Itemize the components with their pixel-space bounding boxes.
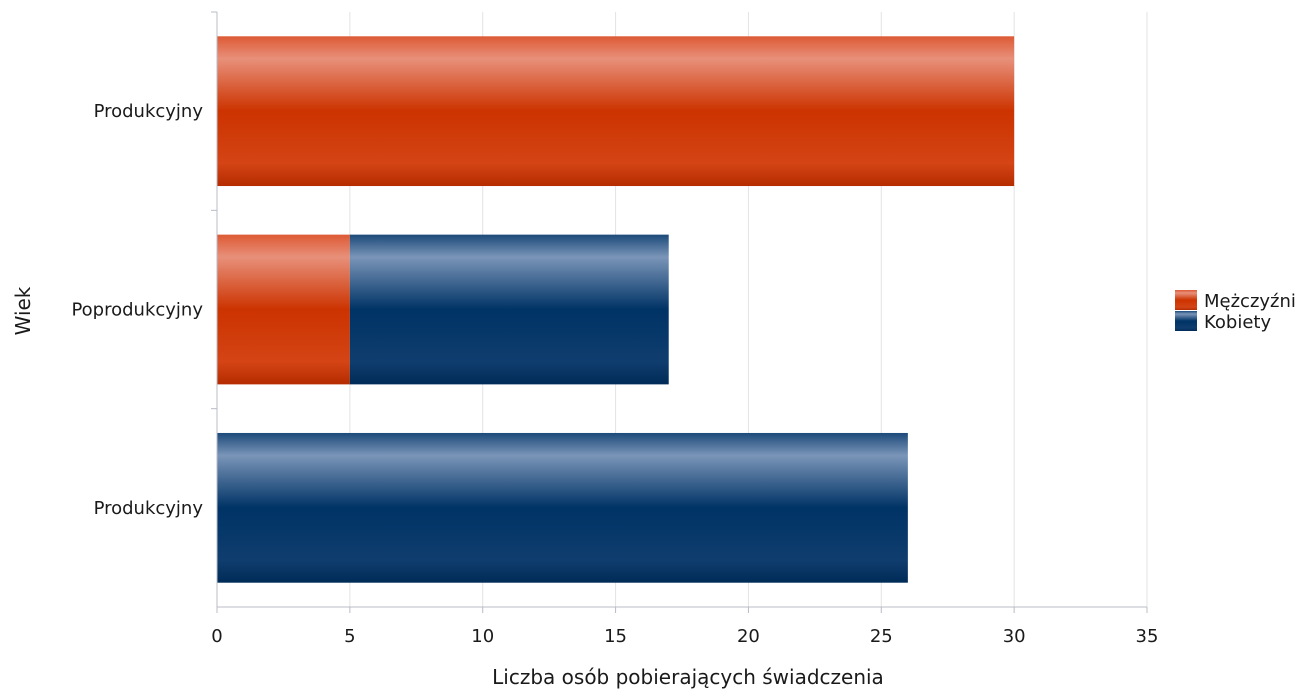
bar-kobiety [217,432,908,583]
legend-swatch [1175,311,1197,331]
legend-label: Kobiety [1204,312,1271,333]
bar-mezczyzni [217,234,350,385]
x-tick-label: 35 [1136,626,1159,647]
x-tick-label: 0 [211,626,222,647]
x-tick-label: 10 [471,626,494,647]
y-axis-title: Wiek [11,286,35,335]
axes [211,11,1148,613]
x-tick-label: 15 [604,626,627,647]
category-label: Produkcyjny [94,498,204,519]
x-tick-label: 25 [870,626,893,647]
x-tick-label: 30 [1003,626,1026,647]
bar-mezczyzni [217,36,1015,187]
labels: 0 5 10 15 20 25 30 35 Produkcyjny Poprodukcyjny Pr… [71,101,1158,647]
legend-label: Mężczyźni [1204,291,1296,312]
bar-kobiety [349,234,669,385]
x-axis-title: Liczba osób pobierających świadczenia [492,665,884,689]
bars [217,36,1015,583]
legend-swatch [1175,290,1197,310]
x-tick-label: 20 [737,626,760,647]
x-tick-label: 5 [344,626,355,647]
category-label: Produkcyjny [94,101,204,122]
category-label: Poprodukcyjny [71,300,203,321]
